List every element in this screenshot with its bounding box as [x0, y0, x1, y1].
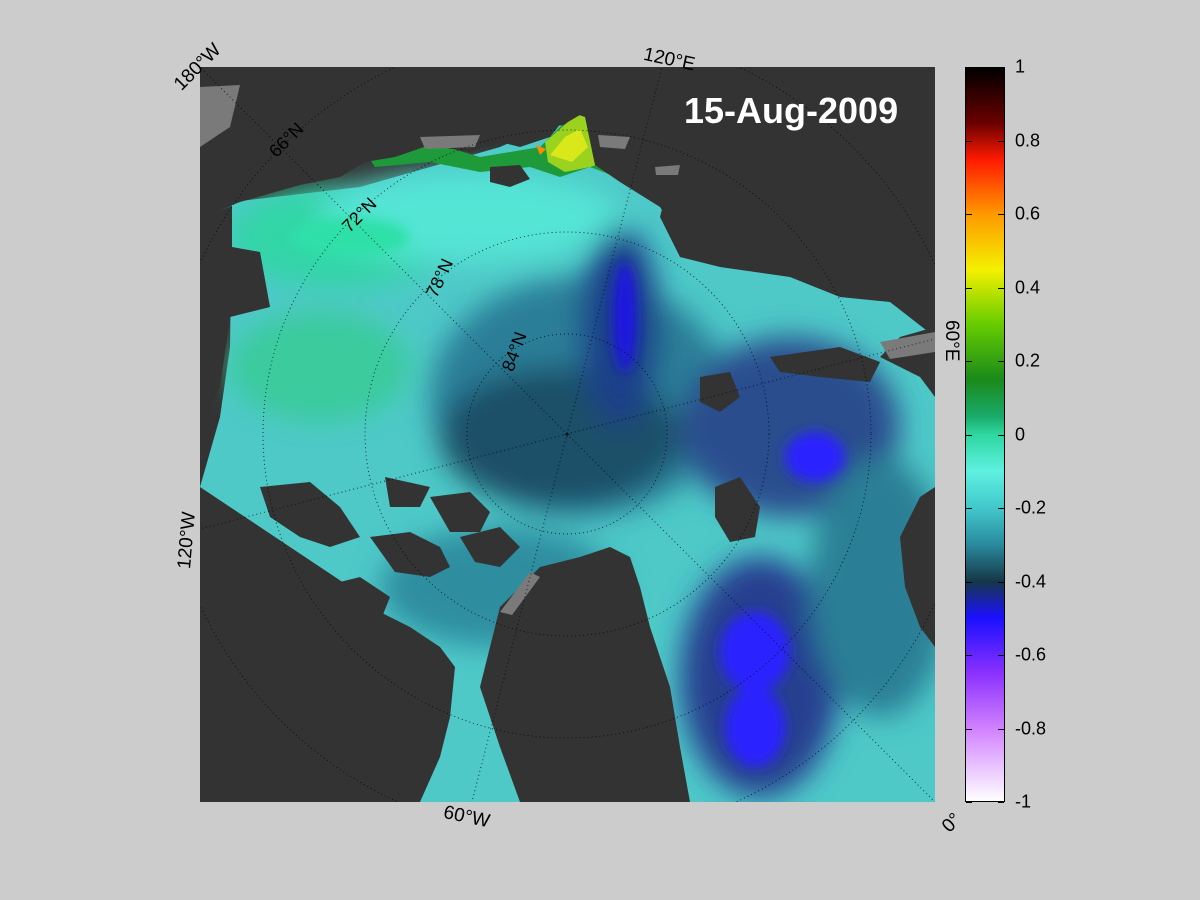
colorbar-tick-mark	[998, 67, 1004, 68]
colorbar-tick-mark	[998, 140, 1004, 142]
colorbar-tick-mark	[998, 728, 1004, 730]
land-masses	[200, 67, 935, 802]
colorbar-tick-mark	[998, 287, 1004, 289]
colorbar-tick-mark	[966, 508, 972, 509]
colorbar-tick-mark	[998, 434, 1004, 436]
colorbar-tick-mark	[966, 140, 972, 142]
colorbar-tick-mark	[966, 214, 972, 215]
pole-marker: +	[564, 430, 570, 441]
map-panel: + 66°N 72°N 78°N 84°N	[200, 67, 935, 802]
colorbar-tick-mark	[998, 802, 1004, 803]
colorbar-tick-mark	[966, 434, 972, 436]
colorbar-tick-mark	[998, 655, 1004, 656]
colorbar-tick-label: 0.6	[1015, 203, 1041, 224]
shelf-land	[200, 85, 935, 615]
graticule	[200, 67, 935, 802]
colorbar-tick-mark	[966, 67, 972, 68]
colorbar-tick-label: 0	[1015, 424, 1026, 444]
colorbar-tick-label: -1	[1015, 791, 1032, 812]
lon-label-120w: 120°W	[174, 510, 200, 570]
arctic-map: +	[200, 67, 935, 802]
colorbar-tick-label: -0.2	[1015, 497, 1047, 518]
colorbar-tick-mark	[966, 581, 972, 583]
date-label: 15-Aug-2009	[684, 90, 899, 131]
colorbar-tick-label: -0.6	[1015, 644, 1047, 665]
colorbar-tick-label: 0.8	[1015, 130, 1041, 150]
colorbar-tick-label: 1	[1015, 56, 1026, 77]
colorbar-tick-label: -0.4	[1015, 571, 1047, 591]
colorbar-tick-mark	[966, 655, 972, 656]
colorbar-tick-mark	[966, 728, 972, 730]
colorbar-tick-mark	[966, 802, 972, 803]
colorbar-tick-mark	[998, 361, 1004, 362]
lon-label-60w: 60°W	[441, 802, 492, 833]
colorbar-tick-label: 0.2	[1015, 350, 1041, 371]
lon-label-0: 0°	[938, 809, 966, 837]
colorbar-tick-mark	[998, 508, 1004, 509]
colorbar-tick-mark	[966, 361, 972, 362]
colorbar-tick-mark	[998, 581, 1004, 583]
colorbar-tick-mark	[966, 287, 972, 289]
colorbar-tick-mark	[998, 214, 1004, 215]
lon-label-60e: 60°E	[941, 320, 962, 362]
colorbar-tick-label: -0.8	[1015, 718, 1047, 738]
colorbar-tick-label: 0.4	[1015, 277, 1041, 297]
